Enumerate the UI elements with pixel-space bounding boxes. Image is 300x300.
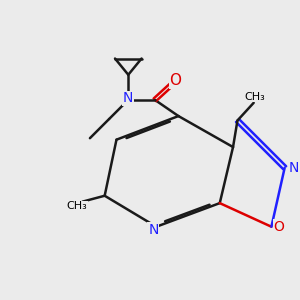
Text: CH₃: CH₃: [245, 92, 266, 102]
Text: N: N: [148, 223, 159, 237]
Text: O: O: [169, 73, 181, 88]
Text: N: N: [123, 92, 134, 105]
Text: CH₃: CH₃: [66, 201, 87, 211]
Text: O: O: [273, 220, 284, 234]
Text: N: N: [288, 161, 299, 175]
